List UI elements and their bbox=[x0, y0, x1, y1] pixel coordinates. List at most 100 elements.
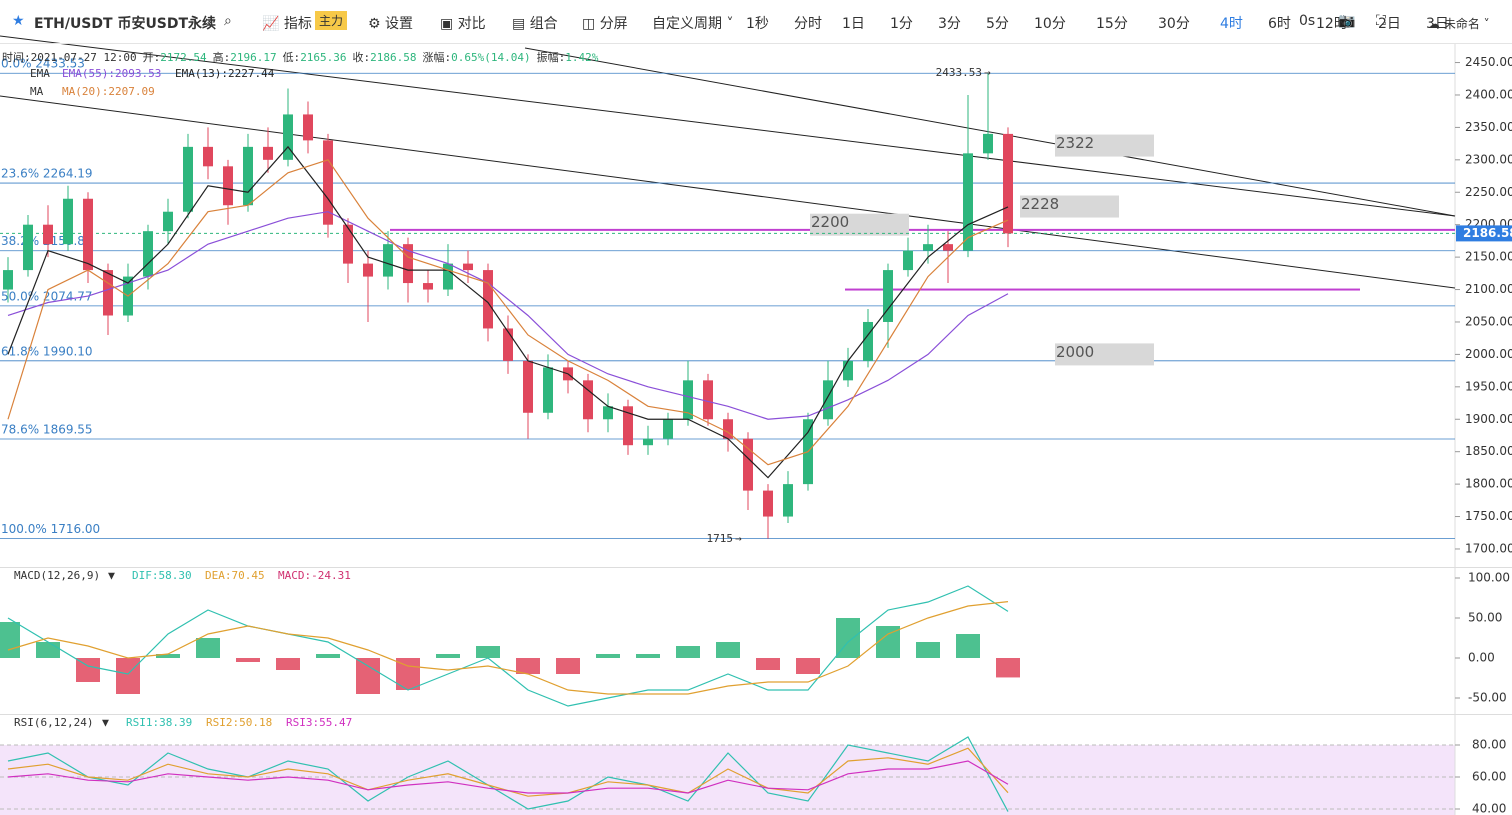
info-value: 1.42% bbox=[565, 51, 599, 64]
info-value: 2165.36 bbox=[300, 51, 347, 64]
price-tag bbox=[1456, 225, 1512, 242]
macd-bar bbox=[916, 642, 940, 658]
candle-body bbox=[903, 250, 913, 271]
macd-bar bbox=[276, 658, 300, 670]
y-tick-label: 2250.00 bbox=[1465, 185, 1512, 199]
period-button[interactable]: 3分 bbox=[938, 16, 961, 32]
period-button[interactable]: 1分 bbox=[890, 16, 913, 32]
macd-bar bbox=[236, 658, 260, 662]
info-value: 0.65%(14.04) bbox=[451, 51, 531, 64]
split-button[interactable]: ◫ 分屏 bbox=[582, 16, 628, 32]
y-tick-label: 50.00 bbox=[1468, 611, 1502, 625]
fib-label: 61.8% 1990.10 bbox=[1, 344, 93, 358]
period-button[interactable]: 6时 bbox=[1268, 16, 1291, 32]
fib-label: 78.6% 1869.55 bbox=[1, 423, 93, 437]
period-button[interactable]: 1秒 bbox=[746, 16, 769, 32]
annotation-box bbox=[810, 213, 909, 236]
period-button[interactable]: 3日 bbox=[1426, 16, 1449, 32]
period-button[interactable]: 分时 bbox=[794, 16, 822, 32]
y-tick-label: 80.00 bbox=[1472, 738, 1506, 752]
macd-bar bbox=[356, 658, 380, 694]
info-line: 时间:2021-07-27 12:00 开:2172.54 高:2196.17 低:2… bbox=[2, 49, 604, 65]
y-tick-label: 2300.00 bbox=[1465, 152, 1512, 166]
settings-button[interactable]: ⚙ 设置 bbox=[368, 16, 414, 32]
candle-body bbox=[603, 406, 613, 420]
indicator-label: 指标 bbox=[283, 16, 312, 32]
macd-bar bbox=[516, 658, 540, 674]
macd-bar bbox=[996, 658, 1020, 678]
y-tick-label: 1800.00 bbox=[1465, 477, 1512, 491]
info-value: 2172.54 bbox=[160, 51, 207, 64]
macd-bar bbox=[956, 634, 980, 658]
candle-body bbox=[463, 263, 473, 271]
candle-body bbox=[403, 244, 413, 284]
fib-label: 100.0% 1716.00 bbox=[1, 522, 100, 536]
period-button[interactable]: 2日 bbox=[1378, 16, 1401, 32]
layout-name[interactable]: ☁ 未命名 ˅ bbox=[1428, 17, 1490, 31]
candle-body bbox=[503, 328, 513, 361]
custom-period-label: 自定义周期 bbox=[652, 16, 722, 32]
search-icon[interactable]: ⌕ bbox=[224, 13, 232, 29]
candle-body bbox=[323, 140, 333, 225]
period-button[interactable]: 5分 bbox=[986, 16, 1009, 32]
period-button[interactable]: 10分 bbox=[1034, 16, 1066, 32]
annotation-box bbox=[1055, 134, 1154, 157]
candle-body bbox=[783, 484, 793, 517]
y-tick-label: 2450.00 bbox=[1465, 55, 1512, 69]
layout-name-label: 未命名 bbox=[1443, 17, 1480, 31]
y-tick-label: -50.00 bbox=[1468, 691, 1507, 705]
combine-label: 组合 bbox=[529, 16, 558, 32]
macd-bar bbox=[476, 646, 500, 658]
readout: RSI2:50.18 bbox=[206, 716, 272, 729]
indicator-button[interactable]: 📈 指标 bbox=[262, 16, 312, 32]
candle-body bbox=[683, 380, 693, 420]
macd-bar bbox=[756, 658, 780, 670]
period-button[interactable]: 12时 bbox=[1316, 16, 1348, 32]
candle-body bbox=[943, 244, 953, 251]
candle-body bbox=[443, 263, 453, 290]
fib-label: 50.0% 2074.77 bbox=[1, 289, 93, 303]
candle-body bbox=[723, 419, 733, 439]
period-button[interactable]: 30分 bbox=[1158, 16, 1190, 32]
fullscreen-icon[interactable]: ⛶ bbox=[1376, 13, 1386, 29]
info-label: 开: bbox=[142, 51, 161, 64]
readout: MACD:-24.31 bbox=[278, 569, 351, 582]
candle-body bbox=[843, 360, 853, 381]
candle-body bbox=[923, 244, 933, 251]
info-label: 收: bbox=[352, 51, 371, 64]
macd-bar bbox=[796, 658, 820, 674]
compare-button[interactable]: ▣ 对比 bbox=[440, 16, 486, 32]
info-label: 振幅: bbox=[536, 51, 566, 64]
star-icon[interactable]: ★ bbox=[12, 13, 25, 29]
high-marker: 2433.53 bbox=[936, 66, 982, 79]
candle-body bbox=[743, 438, 753, 491]
candle-body bbox=[283, 114, 293, 160]
dea-line bbox=[7, 601, 1009, 695]
candle-body bbox=[63, 198, 73, 245]
y-tick-label: 0.00 bbox=[1468, 651, 1495, 665]
combine-button[interactable]: ▤ 组合 bbox=[512, 16, 558, 32]
y-tick-label: 2350.00 bbox=[1465, 120, 1512, 134]
macd-bar bbox=[676, 646, 700, 658]
info-value: 2021-07-27 12:00 bbox=[30, 51, 137, 64]
period-button[interactable]: 4时 bbox=[1220, 16, 1243, 32]
camera-icon[interactable]: 📷 bbox=[1338, 13, 1356, 29]
y-tick-label: 100.00 bbox=[1468, 571, 1510, 585]
main-badge[interactable]: 主力 bbox=[315, 11, 348, 30]
candle-body bbox=[763, 490, 773, 517]
period-button[interactable]: 1日 bbox=[842, 16, 865, 32]
period-button[interactable]: 15分 bbox=[1096, 16, 1128, 32]
y-tick-label: 2150.00 bbox=[1465, 250, 1512, 264]
y-tick-label: 1950.00 bbox=[1465, 379, 1512, 393]
symbol[interactable]: ETH/USDT 币安USDT永续 bbox=[34, 16, 217, 32]
candle-body bbox=[1003, 133, 1013, 234]
readout: RSI1:38.39 bbox=[126, 716, 192, 729]
candle-body bbox=[243, 146, 253, 206]
custom-period[interactable]: 自定义周期 ˅ bbox=[652, 16, 734, 32]
compare-label: 对比 bbox=[457, 16, 486, 32]
level-line bbox=[845, 288, 1360, 291]
readout: DIF:58.30 bbox=[132, 569, 192, 582]
